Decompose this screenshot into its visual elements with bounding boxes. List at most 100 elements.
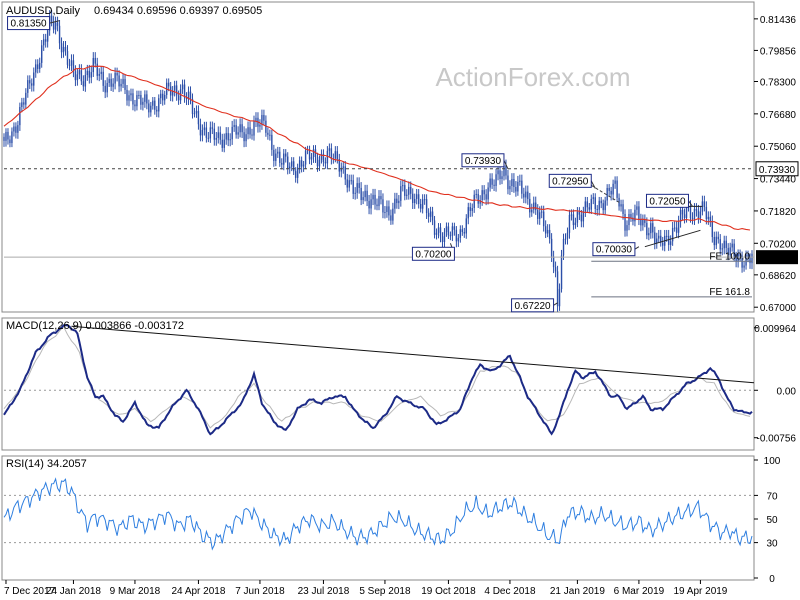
candle-body — [404, 185, 406, 196]
candle-body — [624, 213, 626, 231]
candle-body — [711, 220, 714, 238]
candle-body — [517, 181, 519, 192]
candle-body — [483, 190, 485, 195]
rsi-tick-label: 30 — [766, 539, 778, 550]
candle-body — [606, 187, 608, 201]
candle-body — [650, 223, 652, 234]
candle-body — [640, 219, 642, 226]
candle-body — [632, 217, 634, 222]
candle-body — [160, 93, 162, 99]
candle-body — [152, 100, 154, 106]
candle-body — [13, 126, 15, 132]
candle-body — [562, 239, 565, 256]
candle-body — [7, 131, 9, 140]
candle-body — [84, 74, 87, 87]
candle-body — [604, 200, 606, 211]
candle-body — [23, 102, 25, 105]
candle-body — [455, 229, 458, 242]
dashed-trend-line — [591, 184, 620, 203]
candle-body — [116, 72, 118, 76]
x-tick-label: 7 Jun 2018 — [235, 586, 285, 597]
candle-body — [217, 132, 219, 138]
candle-body — [662, 242, 664, 246]
candle-body — [259, 124, 261, 127]
candle-body — [749, 257, 751, 264]
candle-body — [570, 214, 573, 216]
candle-body — [539, 212, 541, 219]
candle-body — [173, 85, 176, 91]
candle-body — [29, 80, 31, 84]
candle-body — [656, 238, 658, 244]
current-price-box — [756, 250, 798, 265]
annotation-label: 0.70030 — [596, 245, 633, 256]
macd-tick-label: -0.00756 — [757, 434, 797, 445]
candle-body — [554, 267, 557, 272]
x-tick-label: 7 Dec 2017 — [4, 586, 56, 597]
candle-body — [658, 235, 660, 239]
candle-body — [356, 183, 358, 193]
candle-body — [318, 159, 321, 167]
candle-body — [330, 148, 333, 159]
candle-body — [132, 93, 134, 105]
candle-body — [542, 211, 545, 227]
candle-body — [148, 103, 150, 113]
candle-body — [354, 192, 356, 194]
annotation-leader — [590, 180, 596, 189]
candle-body — [108, 78, 110, 83]
candle-body — [350, 180, 352, 182]
candle-body — [620, 204, 622, 207]
candle-body — [679, 209, 682, 222]
candle-body — [269, 134, 271, 136]
candle-body — [408, 186, 410, 195]
candle-body — [427, 213, 430, 217]
candle-body — [328, 148, 331, 151]
x-tick-label: 19 Apr 2019 — [673, 586, 727, 597]
candle-body — [550, 238, 553, 257]
candle-body — [441, 236, 444, 243]
candle-body — [445, 226, 448, 233]
candle-body — [646, 222, 648, 236]
candle-body — [338, 159, 341, 172]
candle-body — [412, 193, 414, 204]
candle-body — [106, 82, 108, 93]
candle-body — [100, 71, 102, 74]
annotation-label: 0.81350 — [10, 19, 47, 30]
candle-body — [35, 64, 37, 73]
candle-body — [745, 254, 747, 266]
candle-body — [11, 131, 13, 144]
candle-body — [501, 176, 503, 180]
candle-body — [243, 132, 245, 142]
candle-body — [310, 156, 313, 160]
candle-body — [596, 208, 598, 210]
candle-body — [376, 204, 378, 207]
rsi-tick-label: 50 — [766, 515, 778, 526]
candle-body — [642, 219, 644, 226]
candle-body — [378, 196, 380, 207]
candle-body — [74, 71, 77, 81]
candle-body — [415, 194, 418, 199]
candle-body — [223, 139, 225, 148]
candle-body — [580, 214, 583, 222]
candle-body — [78, 70, 81, 75]
candle-body — [417, 194, 420, 205]
candle-body — [509, 186, 511, 190]
candle-body — [21, 102, 23, 108]
candle-body — [638, 206, 640, 220]
candle-body — [290, 161, 293, 167]
candle-body — [209, 127, 212, 139]
candle-body — [725, 240, 727, 248]
candle-body — [471, 207, 473, 211]
x-tick-label: 6 Mar 2019 — [614, 586, 665, 597]
candle-body — [229, 139, 231, 141]
candle-body — [544, 226, 547, 234]
candle-body — [251, 134, 253, 136]
candle-body — [556, 271, 559, 307]
candle-body — [582, 211, 585, 222]
annotation-box — [592, 242, 636, 257]
candle-body — [435, 232, 438, 235]
candle-body — [104, 85, 106, 93]
candle-body — [320, 153, 323, 160]
candle-body — [681, 209, 684, 215]
rsi-axis: 100 70 50 30 0 — [754, 456, 781, 585]
